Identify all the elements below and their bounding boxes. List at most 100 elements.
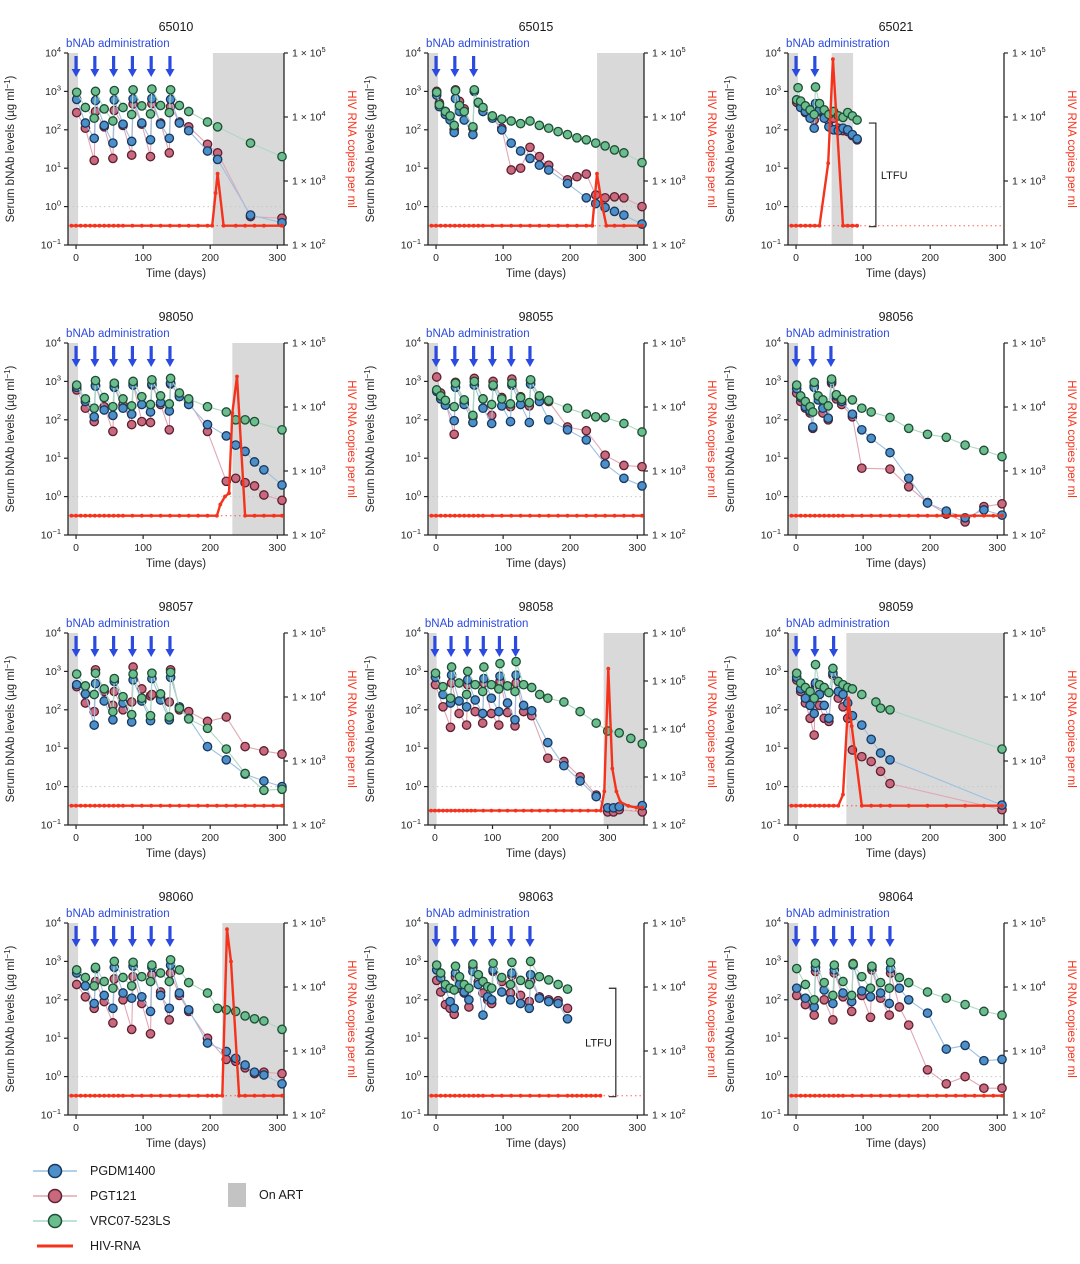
- data-point-VRC07-523LS: [147, 668, 157, 679]
- data-point-HIV-RNA: [537, 808, 542, 813]
- svg-text:1 × 105: 1 × 105: [652, 673, 686, 688]
- data-point-PGDM1400: [515, 146, 526, 156]
- y-left-axis-label: Serum bNAb levels (µg ml−1): [723, 945, 737, 1092]
- data-point-VRC07-523LS: [507, 378, 517, 389]
- svg-text:103: 103: [45, 953, 61, 968]
- svg-text:103: 103: [405, 373, 421, 388]
- data-point-VRC07-523LS: [80, 681, 91, 691]
- chart-98059: 10−1 100 101 102 103 104 1 × 102 1 × 103 1 × 104…: [723, 600, 1077, 860]
- svg-text:1 × 105: 1 × 105: [292, 335, 326, 350]
- data-point-PGDM1400: [875, 748, 886, 758]
- svg-text:300: 300: [269, 542, 287, 554]
- data-point-HIV-RNA: [271, 803, 276, 808]
- data-point-HIV-RNA: [618, 800, 623, 804]
- data-point-HIV-RNA: [593, 513, 598, 518]
- data-point-HIV-RNA: [598, 808, 603, 813]
- data-point-HIV-RNA: [513, 808, 518, 813]
- data-point-HIV-RNA: [196, 803, 201, 808]
- series-line-PGT121: [436, 376, 643, 468]
- data-point-HIV-RNA: [817, 223, 822, 228]
- svg-text:100: 100: [45, 1069, 61, 1084]
- dose-arrow-icon: [791, 359, 801, 367]
- data-point-PGDM1400: [108, 138, 118, 148]
- data-point-VRC07-523LS: [435, 968, 446, 978]
- data-point-VRC07-523LS: [997, 1010, 1007, 1020]
- chart-98063: 10−1 100 101 102 103 104 1 × 102 1 × 103 1 × 104…: [363, 890, 717, 1150]
- data-point-HIV-RNA: [97, 223, 102, 228]
- data-point-VRC07-523LS: [126, 709, 137, 720]
- data-point-VRC07-523LS: [505, 979, 516, 990]
- x-axis-label: Time (days): [506, 848, 566, 860]
- on-art-band: [68, 633, 79, 825]
- dose-arrow-icon: [71, 649, 81, 657]
- data-point-HIV-RNA: [452, 513, 457, 518]
- data-point-VRC07-523LS: [941, 993, 952, 1004]
- dose-arrow-icon: [487, 939, 497, 947]
- svg-text:102: 102: [405, 122, 421, 137]
- dose-arrow-icon: [791, 649, 801, 657]
- data-point-VRC07-523LS: [846, 990, 857, 1001]
- data-point-HIV-RNA: [640, 223, 644, 228]
- data-point-VRC07-523LS: [174, 100, 185, 111]
- data-point-HIV-RNA: [158, 803, 163, 808]
- svg-text:0: 0: [73, 252, 79, 264]
- data-point-HIV-RNA: [243, 513, 248, 518]
- data-point-HIV-RNA: [812, 1093, 817, 1098]
- dose-arrow-icon: [127, 69, 137, 77]
- data-point-VRC07-523LS: [108, 706, 118, 717]
- data-point-VRC07-523LS: [445, 111, 455, 121]
- data-point-HIV-RNA: [69, 223, 74, 228]
- data-point-HIV-RNA: [434, 223, 438, 228]
- data-point-VRC07-523LS: [807, 407, 818, 417]
- data-point-HIV-RNA: [158, 513, 163, 518]
- data-point-HIV-RNA: [925, 1093, 930, 1098]
- data-point-HIV-RNA: [453, 808, 457, 813]
- svg-text:100: 100: [484, 832, 502, 844]
- data-point-HIV-RNA: [262, 223, 266, 228]
- data-point-HIV-RNA: [518, 513, 523, 518]
- data-point-VRC07-523LS: [809, 109, 820, 120]
- y-left-axis-label: Serum bNAb levels (µg ml−1): [3, 75, 17, 222]
- data-point-VRC07-523LS: [462, 666, 473, 677]
- data-point-PGT121: [145, 1028, 156, 1039]
- data-point-HIV-RNA: [467, 223, 471, 228]
- data-point-PGDM1400: [493, 706, 504, 717]
- data-point-HIV-RNA: [897, 513, 902, 518]
- data-point-VRC07-523LS: [183, 714, 194, 724]
- data-point-HIV-RNA: [280, 513, 284, 518]
- data-point-VRC07-523LS: [960, 999, 970, 1010]
- data-point-VRC07-523LS: [461, 689, 472, 700]
- data-point-VRC07-523LS: [459, 395, 470, 405]
- data-point-PGDM1400: [960, 1040, 970, 1051]
- dose-arrow-icon: [810, 649, 820, 657]
- data-point-PGT121: [277, 749, 287, 759]
- data-point-HIV-RNA: [916, 1093, 920, 1098]
- data-point-PGT121: [846, 1006, 857, 1017]
- data-point-HIV-RNA: [452, 223, 457, 228]
- data-point-VRC07-523LS: [440, 395, 451, 406]
- y-right-axis-label: HIV RNA copies per ml: [705, 90, 717, 208]
- data-point-VRC07-523LS: [493, 684, 504, 694]
- svg-text:103: 103: [405, 953, 421, 968]
- data-point-VRC07-523LS: [479, 662, 489, 672]
- data-point-HIV-RNA: [429, 223, 434, 228]
- legend-item-VRC07-523LS: VRC07-523LS: [33, 1211, 171, 1230]
- data-point-HIV-RNA: [836, 803, 841, 808]
- data-point-HIV-RNA: [149, 223, 154, 228]
- svg-text:1 × 104: 1 × 104: [292, 399, 326, 414]
- data-point-PGDM1400: [249, 457, 260, 467]
- data-point-HIV-RNA: [850, 513, 855, 518]
- svg-text:1 × 102: 1 × 102: [652, 1107, 686, 1122]
- data-point-HIV-RNA: [196, 223, 201, 228]
- data-point-PGT121: [525, 142, 535, 153]
- data-point-HIV-RNA: [594, 808, 599, 813]
- data-point-HIV-RNA: [554, 808, 558, 813]
- x-axis-label: Time (days): [866, 1138, 926, 1150]
- data-point-HIV-RNA: [121, 223, 125, 228]
- data-point-HIV-RNA: [586, 808, 590, 813]
- svg-text:103: 103: [765, 83, 781, 98]
- data-point-VRC07-523LS: [118, 691, 128, 702]
- data-point-VRC07-523LS: [826, 374, 837, 384]
- data-point-HIV-RNA: [584, 1093, 589, 1098]
- data-point-PGDM1400: [89, 998, 100, 1009]
